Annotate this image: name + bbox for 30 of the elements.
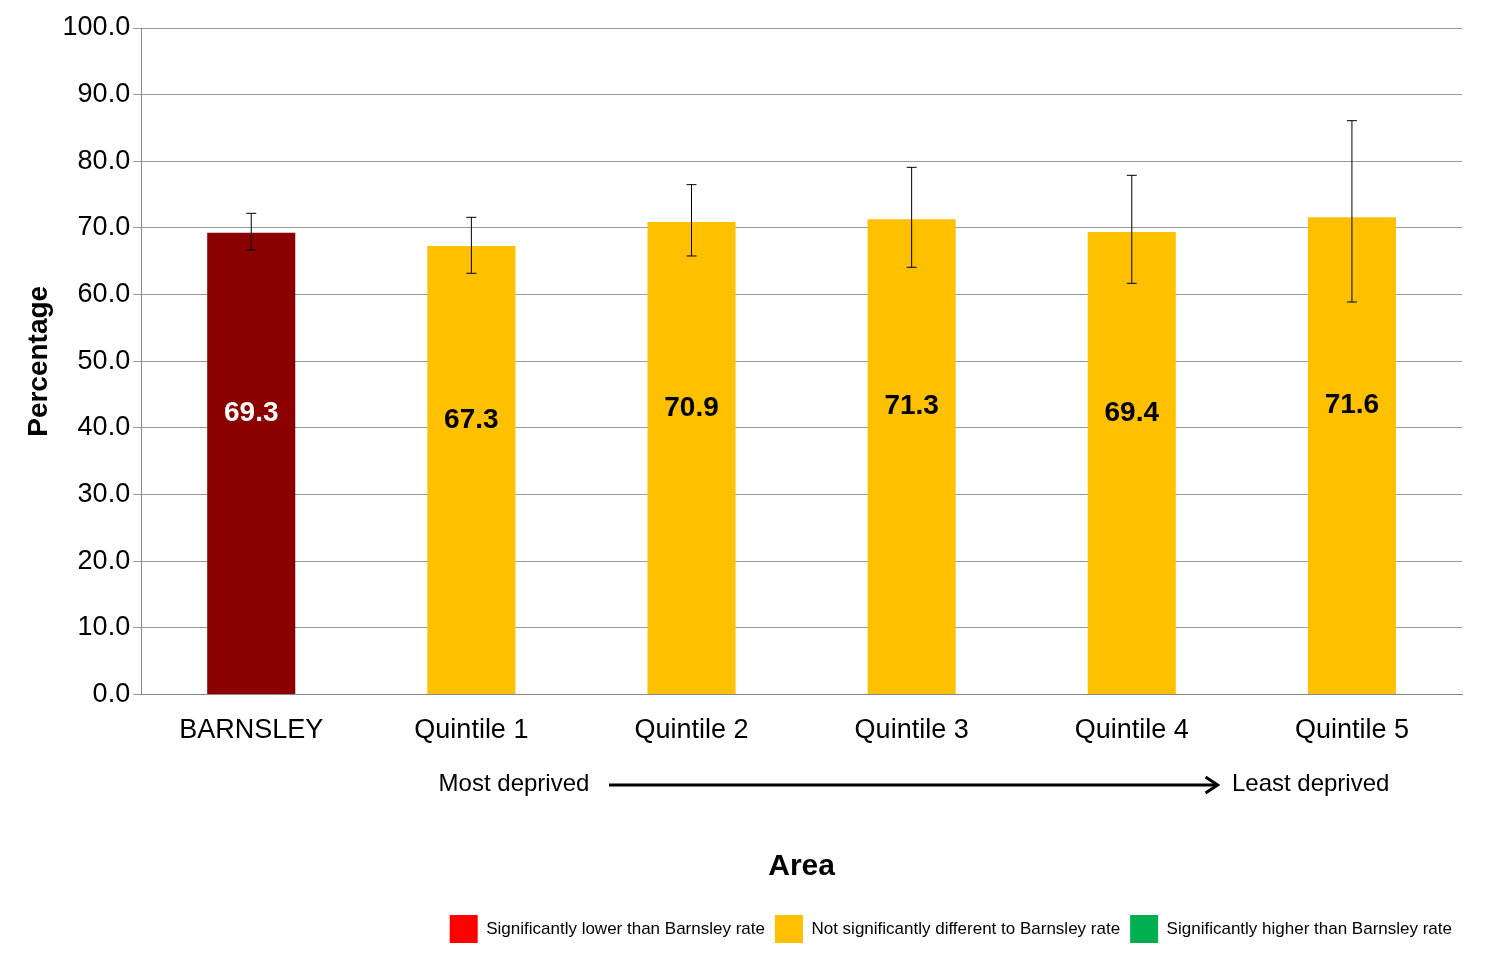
x-tick-label: Quintile 3 xyxy=(854,714,969,745)
x-tick-label: Quintile 4 xyxy=(1074,714,1189,745)
text: Least deprived xyxy=(1231,769,1390,797)
y-tick-label: 20.0 xyxy=(77,544,131,575)
y-tick-label: 0.0 xyxy=(92,678,131,709)
y-tick-label: 30.0 xyxy=(77,478,131,509)
data-label: 71.3 xyxy=(884,389,939,421)
y-tick-label: 100.0 xyxy=(62,11,131,42)
x-tick-label: Quintile 2 xyxy=(634,714,749,745)
data-label: 70.9 xyxy=(664,390,719,422)
x-tick-label: Quintile 1 xyxy=(414,714,529,745)
y-axis-title: Percentage xyxy=(21,285,53,437)
legend-label: Significantly higher than Barnsley rate xyxy=(1166,918,1453,938)
x-tick-label: BARNSLEY xyxy=(179,714,324,745)
data-label: 67.3 xyxy=(444,402,499,434)
y-tick-label: 70.0 xyxy=(77,211,131,242)
data-label: 69.3 xyxy=(223,396,279,428)
y-tick-label: 80.0 xyxy=(77,144,131,175)
x-tick-label: Quintile 5 xyxy=(1294,714,1409,745)
data-label: 71.6 xyxy=(1324,388,1380,420)
legend-label: Significantly lower than Barnsley rate xyxy=(486,918,765,938)
y-tick-label: 40.0 xyxy=(77,411,131,442)
y-tick-label: 90.0 xyxy=(77,78,131,109)
x-axis-title: Area xyxy=(768,848,836,882)
y-tick-label: 60.0 xyxy=(77,278,131,309)
y-tick-label: 10.0 xyxy=(77,611,131,642)
y-tick-label: 50.0 xyxy=(77,344,131,375)
data-label: 69.4 xyxy=(1104,395,1160,427)
legend-label: Not significantly different to Barnsley rate xyxy=(811,918,1121,938)
text: Most deprived xyxy=(438,769,590,797)
